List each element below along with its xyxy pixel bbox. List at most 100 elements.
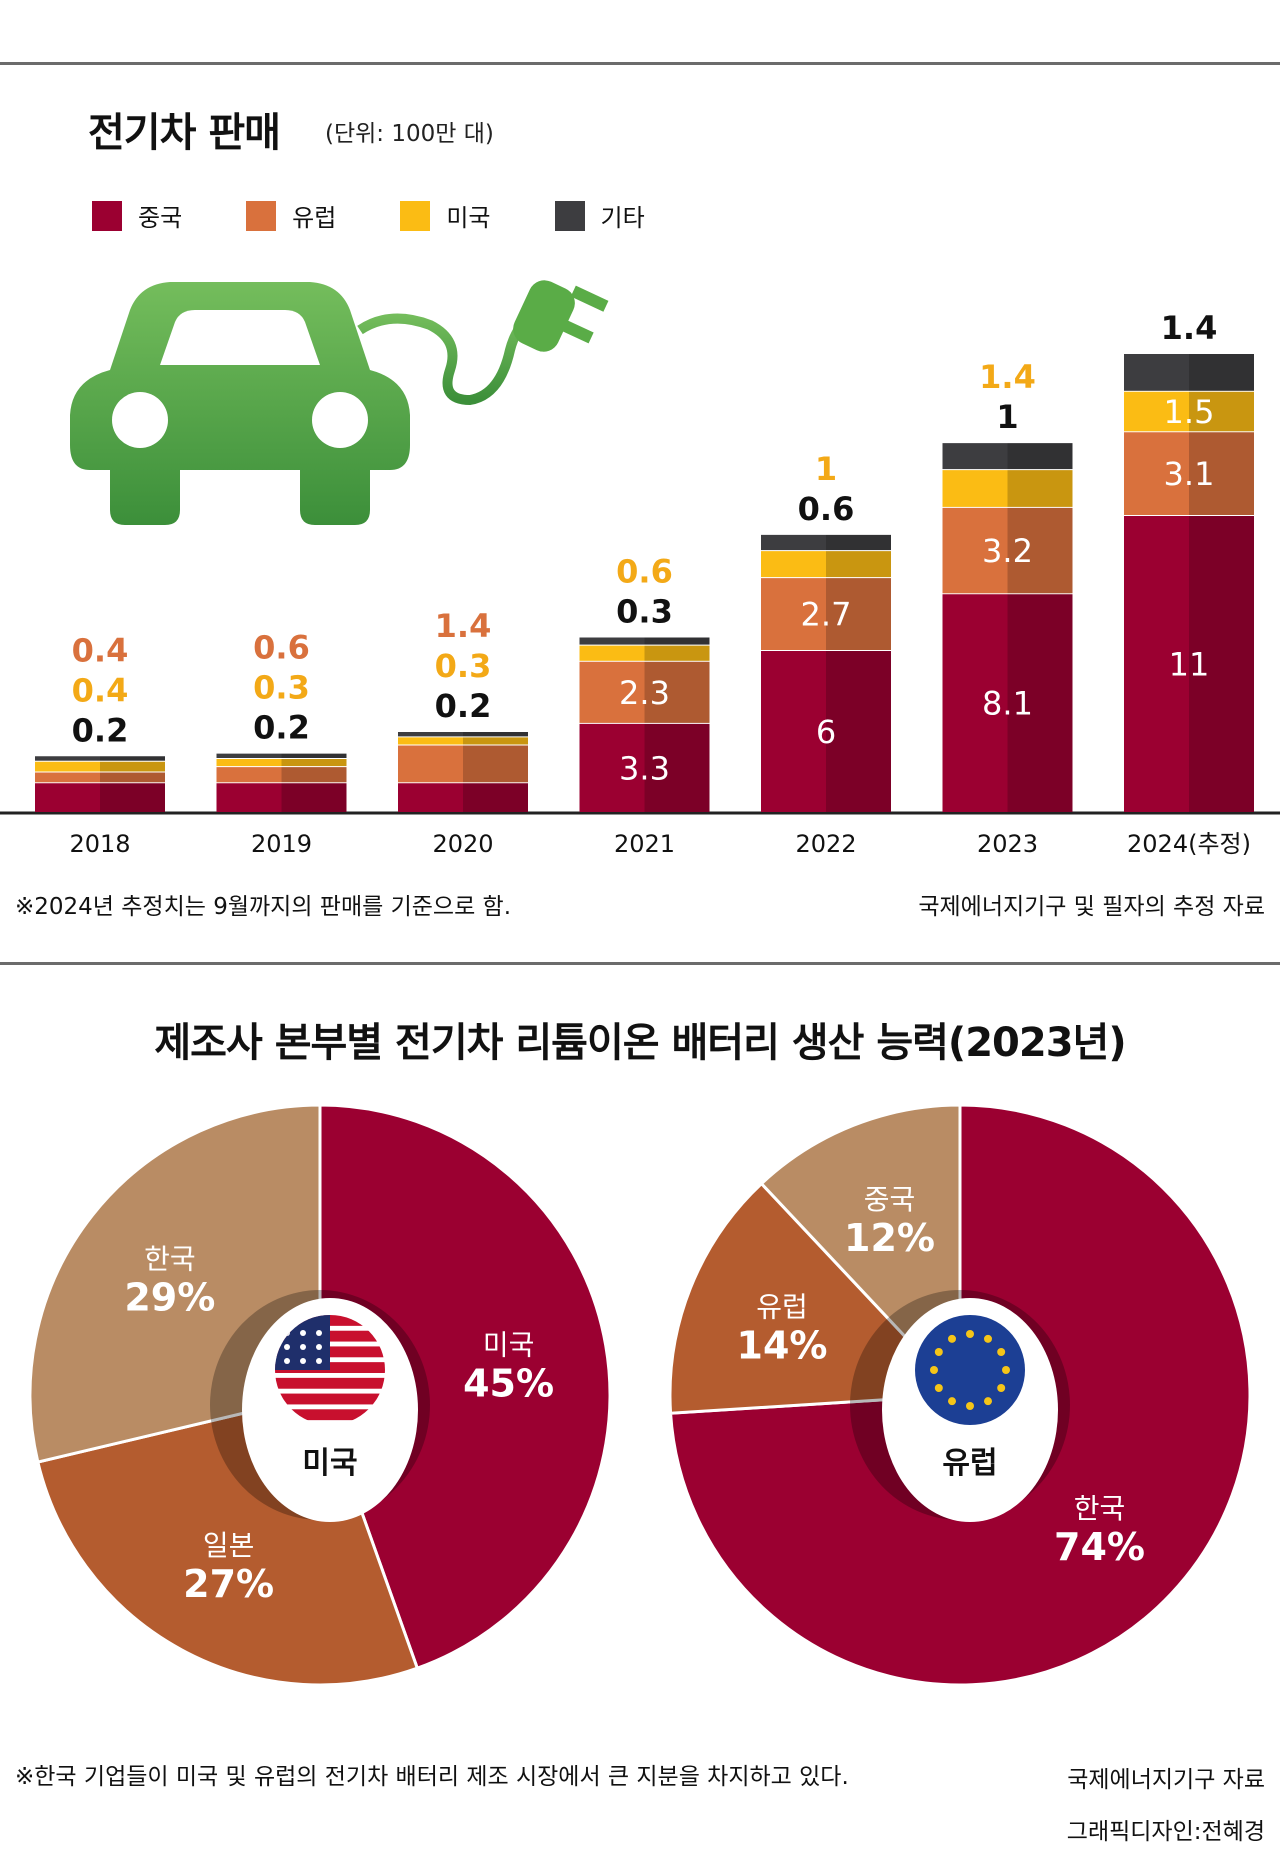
label-europe-2019: 0.6 <box>253 629 310 667</box>
us-flag-stripe <box>275 1409 385 1421</box>
pie-slice-미국 <box>318 1103 612 1671</box>
us-flag-star <box>300 1344 306 1350</box>
bar-usa-2019 <box>216 758 282 767</box>
us-flag-star <box>284 1358 290 1364</box>
label-europe-2021: 2.3 <box>619 674 670 712</box>
bar-china-2019 <box>216 782 282 812</box>
bar-europe-2018 <box>35 771 100 783</box>
eu-flag-star <box>934 1348 943 1356</box>
label-china-2020: 1.1 <box>435 567 492 605</box>
label-other-2018: 0.2 <box>72 711 129 749</box>
legend-swatch-europe <box>246 200 277 231</box>
us-flag-star <box>316 1330 322 1336</box>
pie-slice-유럽 <box>668 1181 964 1415</box>
top-rule <box>0 62 1280 65</box>
label-china-2024(추정): 11 <box>1169 646 1210 684</box>
label-other-2019: 0.2 <box>253 709 310 747</box>
bar-other-2023 <box>942 442 1008 470</box>
label-europe-2018: 0.4 <box>72 631 129 669</box>
label-europe-2020: 1.4 <box>435 607 492 645</box>
slice-value-한국: 74% <box>1054 1525 1145 1569</box>
bar-europe-shade-2018 <box>100 771 165 783</box>
us-flag-star <box>316 1358 322 1364</box>
pie-section-note: ※한국 기업들이 미국 및 유럽의 전기차 배터리 제조 시장에서 큰 지분을 … <box>15 1764 849 1790</box>
label-china-2018: 1.1 <box>72 591 129 629</box>
us-flag-stripes <box>275 1315 385 1421</box>
bar-europe-2023 <box>942 506 1008 594</box>
stacked-bar-chart: 0.20.40.41.120180.20.30.61.120190.20.31.… <box>0 309 1280 858</box>
tick-label-2024(추정): 2024(추정) <box>1127 830 1251 858</box>
eu-flag-star <box>997 1384 1006 1392</box>
tick-label-2022: 2022 <box>795 830 856 858</box>
bar-europe-shade-2020 <box>463 744 528 783</box>
bar-usa-shade-2019 <box>281 758 347 767</box>
pie-section-title: 제조사 본부별 전기차 리튬이온 배터리 생산 능력(2023년) <box>154 1020 1126 1066</box>
bar-europe-2020 <box>398 744 463 783</box>
eu-flag-star <box>1002 1366 1010 1374</box>
bar-other-2020 <box>398 731 463 737</box>
bar-china-shade-2021 <box>644 722 710 812</box>
eu-flag-star <box>984 1397 992 1406</box>
us-flag-stripe <box>275 1377 385 1389</box>
slice-name-한국: 한국 <box>1074 1492 1126 1525</box>
pie-slice-중국 <box>759 1103 962 1399</box>
slice-value-일본: 27% <box>183 1562 274 1606</box>
slice-name-유럽: 유럽 <box>756 1291 808 1324</box>
bar-chart-title: 전기차 판매 <box>88 110 281 156</box>
slice-name-미국: 미국 <box>483 1328 535 1361</box>
legend-label-europe: 유럽 <box>292 204 337 232</box>
bar-other-2021 <box>579 636 645 645</box>
label-usa-2023: 1.4 <box>979 358 1036 396</box>
bar-europe-shade-2019 <box>281 766 347 783</box>
bar-other-shade-2020 <box>463 731 528 737</box>
slice-value-중국: 12% <box>844 1216 935 1260</box>
tick-label-2019: 2019 <box>251 830 312 858</box>
us-flag-star <box>300 1330 306 1336</box>
bar-other-shade-2019 <box>281 752 347 758</box>
bar-china-2020 <box>398 782 463 812</box>
bar-europe-2022 <box>761 577 826 650</box>
bar-europe-shade-2023 <box>1007 506 1073 594</box>
eu-flag-star <box>966 1330 974 1338</box>
eu-flag-star <box>934 1384 943 1392</box>
bar-usa-2024(추정) <box>1124 390 1189 432</box>
tick-label-2023: 2023 <box>977 830 1038 858</box>
bar-china-2022 <box>761 650 826 812</box>
bar-china-2018 <box>35 782 100 812</box>
slice-value-한국: 29% <box>124 1275 215 1319</box>
bar-other-2024(추정) <box>1124 353 1189 391</box>
bar-europe-2024(추정) <box>1124 431 1189 515</box>
legend-label-usa: 미국 <box>446 204 491 232</box>
donut-center-label: 유럽 <box>942 1446 997 1481</box>
bar-china-shade-2022 <box>826 650 891 812</box>
bar-chart-legend: 중국 유럽 미국 기타 <box>92 198 709 233</box>
label-china-2019: 1.1 <box>253 589 310 627</box>
label-other-2021: 0.3 <box>616 593 673 631</box>
label-europe-2022: 2.7 <box>801 596 852 634</box>
bar-chart-unit: (단위: 100만 대) <box>325 121 494 147</box>
eu-flag-star <box>930 1366 938 1374</box>
bar-europe-2019 <box>216 766 282 783</box>
label-china-2022: 6 <box>816 713 836 751</box>
tick-label-2018: 2018 <box>69 830 130 858</box>
tick-label-2020: 2020 <box>432 830 493 858</box>
bar-other-shade-2024(추정) <box>1189 353 1254 391</box>
bar-usa-2021 <box>579 644 645 661</box>
eu-flag-star <box>997 1348 1006 1356</box>
legend-swatch-other <box>554 200 585 231</box>
legend-label-china: 중국 <box>138 204 183 232</box>
bar-usa-2018 <box>35 760 100 772</box>
pie-section-source: 국제에너지기구 자료 <box>1067 1767 1265 1793</box>
label-europe-2024(추정): 3.1 <box>1164 455 1215 493</box>
legend-item-china: 중국 <box>92 198 182 233</box>
label-other-2022: 0.6 <box>798 490 855 528</box>
bar-usa-shade-2018 <box>100 760 165 772</box>
graphic-credit: 그래픽디자인:전혜경 <box>1066 1819 1265 1845</box>
us-flag-star <box>300 1358 306 1364</box>
label-usa-2024(추정): 1.5 <box>1164 393 1215 431</box>
label-other-2023: 1 <box>996 398 1018 436</box>
electric-car-icon <box>70 280 609 525</box>
tick-label-2021: 2021 <box>614 830 675 858</box>
